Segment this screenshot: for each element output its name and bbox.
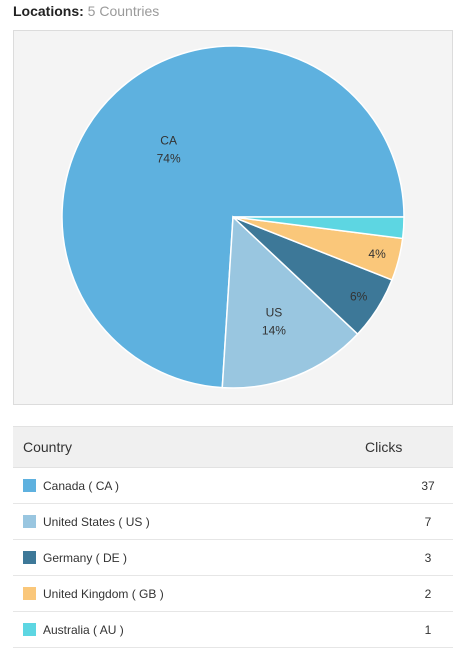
- column-header-clicks: Clicks: [365, 439, 403, 455]
- clicks-value: 2: [424, 586, 432, 601]
- country-name: Australia ( AU ): [43, 622, 124, 637]
- country-name: Germany ( DE ): [43, 550, 128, 565]
- table-row: United States ( US ) 7: [13, 504, 453, 540]
- color-swatch: [23, 551, 36, 564]
- slice-percent-label: 14%: [262, 323, 286, 337]
- slice-percent-label: 6%: [350, 290, 368, 304]
- slice-name-label: CA: [160, 133, 177, 147]
- table-row: Germany ( DE ) 3: [13, 540, 453, 576]
- table-row: United Kingdom ( GB ) 2: [13, 576, 453, 612]
- clicks-value: 37: [421, 478, 435, 493]
- clicks-value: 3: [424, 550, 432, 565]
- pie-chart-panel: CA 74% US 14% 6% 4%: [13, 30, 453, 405]
- country-name: United States ( US ): [43, 514, 150, 529]
- pie-chart: CA 74% US 14% 6% 4%: [61, 45, 405, 389]
- country-name: United Kingdom ( GB ): [43, 586, 164, 601]
- table-row: Canada ( CA ) 37: [13, 468, 453, 504]
- color-swatch: [23, 587, 36, 600]
- column-header-country: Country: [23, 439, 73, 455]
- slice-percent-label: 74%: [157, 151, 181, 165]
- clicks-value: 7: [424, 514, 432, 529]
- pie-slice: [221, 215, 359, 389]
- countries-count: 5 Countries: [87, 3, 160, 19]
- country-name: Canada ( CA ): [43, 478, 120, 493]
- color-swatch: [23, 623, 36, 636]
- color-swatch: [23, 515, 36, 528]
- locations-table: Country Clicks Canada ( CA ) 37 United S…: [13, 426, 453, 648]
- slice-percent-label: 4%: [368, 247, 386, 261]
- clicks-value: 1: [424, 622, 432, 637]
- table-row: Australia ( AU ) 1: [13, 612, 453, 648]
- color-swatch: [23, 479, 36, 492]
- slice-name-label: US: [266, 305, 283, 319]
- table-header: Country Clicks: [13, 426, 453, 468]
- locations-label: Locations:: [13, 3, 84, 19]
- locations-header: Locations: 5 Countries: [13, 2, 159, 20]
- pie-slice: [232, 216, 405, 240]
